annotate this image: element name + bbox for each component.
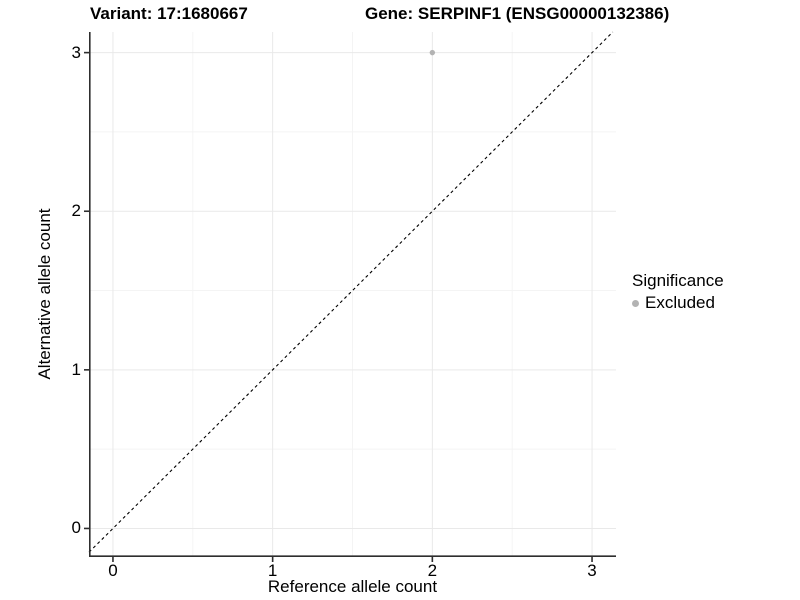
y-tick-label: 0 [71, 518, 81, 538]
legend: Significance Excluded [632, 271, 724, 313]
y-tick-label: 3 [71, 42, 81, 62]
y-tick-label: 2 [71, 201, 81, 221]
legend-item-label: Excluded [645, 293, 715, 312]
x-tick-label: 3 [587, 561, 597, 580]
x-tick-label: 0 [108, 561, 118, 580]
y-axis-title: Alternative allele count [35, 208, 54, 380]
x-tick-label: 1 [267, 561, 278, 580]
plot-title-gene: Gene: SERPINF1 (ENSG00000132386) [365, 4, 670, 23]
scatter-plot-canvas [84, 31, 616, 562]
legend-point-icon [632, 299, 639, 307]
plot-panel [84, 31, 616, 562]
identity-dashed-line [88, 31, 614, 553]
legend-item-excluded: Excluded [632, 293, 724, 313]
x-axis-title: Reference allele count [267, 577, 438, 596]
y-tick-label: 1 [71, 359, 81, 379]
data-point [429, 49, 436, 56]
x-tick-label: 2 [427, 561, 438, 580]
legend-title: Significance [632, 271, 724, 290]
plot-title-variant: Variant: 17:1680667 [90, 4, 248, 23]
